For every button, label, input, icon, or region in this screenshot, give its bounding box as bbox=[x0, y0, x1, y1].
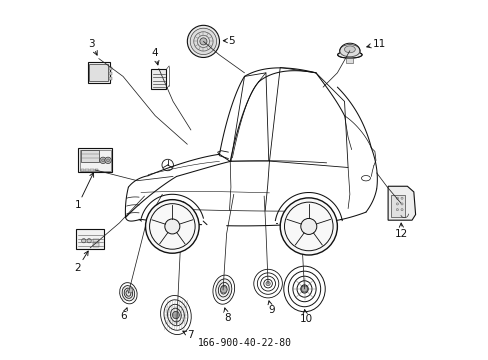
Circle shape bbox=[300, 219, 316, 234]
Bar bbox=[90, 168, 93, 171]
Bar bbox=[81, 168, 84, 171]
Circle shape bbox=[301, 286, 307, 292]
Bar bbox=[151, 69, 166, 89]
Bar bbox=[93, 243, 99, 247]
Circle shape bbox=[104, 157, 111, 163]
Circle shape bbox=[220, 287, 226, 293]
Text: 4: 4 bbox=[152, 48, 159, 65]
Circle shape bbox=[400, 203, 402, 205]
Text: 10: 10 bbox=[299, 310, 312, 324]
Bar bbox=[93, 239, 99, 242]
Bar bbox=[89, 64, 108, 81]
Text: 11: 11 bbox=[366, 39, 386, 49]
Text: 3: 3 bbox=[88, 39, 97, 55]
Circle shape bbox=[400, 208, 402, 211]
Circle shape bbox=[81, 239, 86, 243]
Circle shape bbox=[100, 157, 106, 163]
Bar bbox=[80, 150, 110, 171]
Circle shape bbox=[164, 219, 180, 234]
Text: 1: 1 bbox=[75, 173, 93, 210]
Bar bbox=[85, 168, 89, 171]
Circle shape bbox=[145, 200, 199, 253]
Bar bbox=[109, 77, 112, 80]
Polygon shape bbox=[387, 186, 415, 220]
Text: 2: 2 bbox=[75, 251, 88, 273]
Circle shape bbox=[280, 198, 337, 255]
Bar bbox=[109, 67, 112, 69]
Bar bbox=[81, 150, 99, 162]
Bar bbox=[109, 72, 112, 75]
Bar bbox=[76, 229, 104, 249]
Bar bbox=[95, 168, 98, 171]
Text: 8: 8 bbox=[224, 308, 230, 323]
Ellipse shape bbox=[337, 51, 361, 58]
Bar bbox=[78, 148, 112, 172]
Circle shape bbox=[172, 311, 179, 319]
Bar bbox=[346, 58, 352, 63]
Circle shape bbox=[106, 159, 109, 162]
Text: 6: 6 bbox=[120, 308, 127, 321]
Circle shape bbox=[265, 282, 270, 286]
Circle shape bbox=[200, 38, 206, 45]
Text: 166-900-40-22-80: 166-900-40-22-80 bbox=[197, 338, 291, 348]
Text: 9: 9 bbox=[267, 301, 274, 315]
Bar bbox=[390, 195, 404, 217]
Circle shape bbox=[87, 239, 91, 243]
Ellipse shape bbox=[344, 46, 355, 53]
Circle shape bbox=[190, 28, 216, 55]
Circle shape bbox=[395, 203, 398, 205]
Text: 12: 12 bbox=[394, 223, 407, 239]
Ellipse shape bbox=[339, 45, 359, 57]
Bar bbox=[87, 63, 110, 83]
Circle shape bbox=[102, 159, 104, 162]
Circle shape bbox=[187, 25, 219, 58]
Circle shape bbox=[127, 288, 132, 293]
Circle shape bbox=[400, 197, 402, 199]
Text: 5: 5 bbox=[223, 36, 235, 46]
Circle shape bbox=[395, 208, 398, 211]
Circle shape bbox=[395, 197, 398, 199]
Text: 7: 7 bbox=[183, 330, 194, 341]
